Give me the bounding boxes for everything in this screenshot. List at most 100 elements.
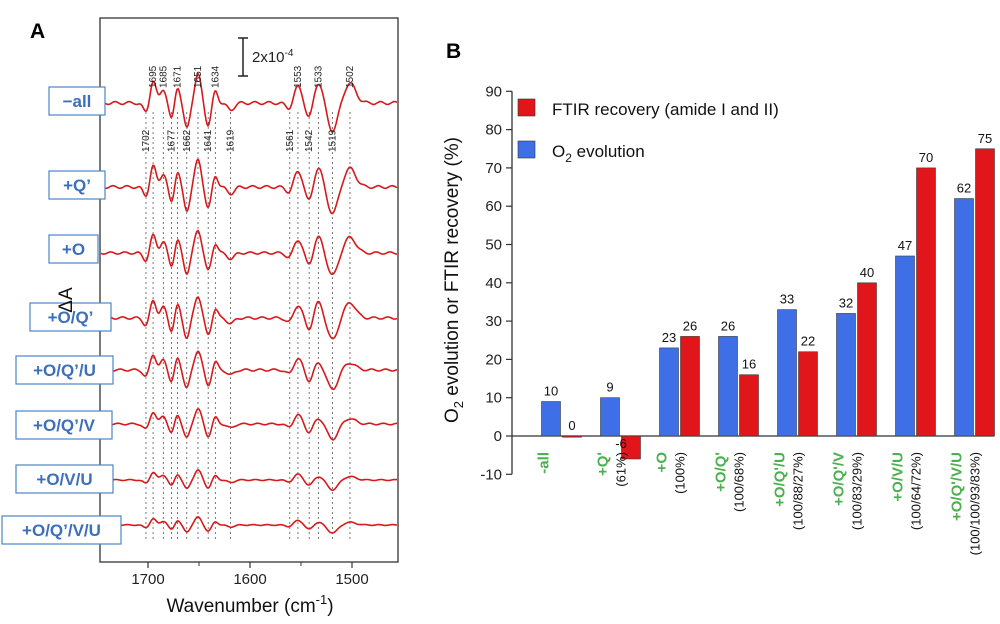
- bar-value-label: 70: [919, 150, 933, 165]
- bar-value-label: 26: [721, 318, 735, 333]
- bar-value-label: 22: [801, 334, 815, 349]
- condition-label-box: +O: [48, 234, 99, 264]
- panel-a-x-label: Wavenumber (cm-1): [166, 592, 333, 617]
- peak-label: 1695: [148, 65, 159, 88]
- spectrum-trace-7: [101, 469, 398, 491]
- spectrum-trace-8: [100, 515, 398, 534]
- panel-a-frame: [99, 17, 399, 563]
- category-label: +O/Q': [713, 452, 730, 492]
- spectrum-trace-2: [100, 157, 398, 215]
- peak-label: 1685: [158, 65, 169, 88]
- legend-swatch-ftir: [517, 98, 536, 117]
- panel-a-ftir-spectra: 1695 1685 1671 1651 1634 1553 1533 1502 1702 1677…: [1, 17, 399, 617]
- bar-ftir-recovery: [621, 435, 641, 460]
- legend-swatch-o2: [517, 140, 536, 159]
- peak-label: 1553: [293, 65, 304, 88]
- category-label: +Q': [595, 452, 612, 476]
- y-tick-label: 30: [485, 313, 502, 330]
- bar-o2-evolution: [718, 336, 738, 437]
- condition-label-box: +O/Q’/V/U: [1, 515, 122, 545]
- bar-value-label: 16: [742, 357, 756, 372]
- spectrum-trace-1: [100, 72, 398, 133]
- spectrum-trace-6: [100, 407, 398, 441]
- bar-ftir-recovery: [739, 374, 759, 437]
- peak-label: 1619: [226, 129, 237, 152]
- bar-value-label: 10: [544, 384, 558, 399]
- category-note: (100/64/72%): [909, 452, 924, 530]
- panel-b-letter: B: [446, 40, 461, 63]
- panel-a-y-label: ΔA: [56, 287, 77, 313]
- bar-value-label: 33: [780, 292, 794, 307]
- bar-ftir-recovery: [857, 282, 877, 437]
- bar-o2-evolution: [954, 198, 974, 437]
- condition-label: +O/V/U: [36, 470, 92, 489]
- bar-o2-evolution: [777, 309, 797, 437]
- bar-ftir-recovery: [798, 351, 818, 437]
- category-note: (100/68%): [732, 452, 747, 512]
- condition-label-box: +O/Q’/U: [15, 355, 114, 385]
- y-tick-label: 70: [485, 160, 502, 177]
- bar-value-label: 40: [860, 265, 874, 280]
- category-label: +O/Q'/V/U: [949, 452, 966, 521]
- x-tick-label: 1500: [335, 571, 368, 588]
- condition-label: −all: [63, 92, 92, 111]
- y-tick-label: 20: [485, 351, 502, 368]
- bar-o2-evolution: [659, 347, 679, 437]
- category-note: (100%): [673, 452, 688, 494]
- spectrum-trace-3: [100, 229, 398, 276]
- bar-value-label: 0: [568, 418, 575, 433]
- bar-value-label: 23: [662, 330, 676, 345]
- peak-label: 1677: [166, 129, 177, 152]
- bar-value-label: -6: [615, 436, 627, 451]
- category-note: (61%): [614, 452, 629, 487]
- bar-value-label: 75: [978, 131, 992, 146]
- bar-ftir-recovery: [680, 336, 700, 437]
- bar-value-label: 62: [957, 181, 971, 196]
- peak-label: 1561: [285, 129, 296, 152]
- condition-label: +O: [62, 240, 85, 259]
- y-tick-label: 80: [485, 122, 502, 139]
- bar-value-label: 26: [683, 318, 697, 333]
- category-note: (100/100/93/83%): [968, 452, 983, 555]
- condition-label-box: +Q’: [48, 170, 106, 200]
- condition-label-box: +O/Q’/V: [15, 410, 113, 440]
- x-tick-label: 1600: [233, 571, 266, 588]
- bar-o2-evolution: [600, 397, 620, 437]
- peak-label: 1533: [313, 65, 324, 88]
- category-label: +O: [654, 452, 671, 473]
- bar-o2-evolution: [895, 255, 915, 437]
- bar-ftir-recovery: [975, 148, 995, 437]
- y-tick-label: 10: [485, 390, 502, 407]
- bar-o2-evolution: [836, 313, 856, 437]
- scale-bar: 2x10-4: [238, 37, 294, 77]
- peak-label: 1519: [328, 129, 339, 152]
- category-label: -all: [536, 452, 553, 474]
- bar-value-label: 32: [839, 295, 853, 310]
- peak-label: 1634: [210, 65, 221, 88]
- category-label: +O/Q'/V: [831, 452, 848, 506]
- legend-label-ftir: FTIR recovery (amide I and II): [552, 100, 779, 119]
- category-note: (100/88/27%): [791, 452, 806, 530]
- scale-bar-label: 2x10-4: [252, 48, 294, 66]
- legend-label-o2: O2 evolution: [552, 142, 645, 165]
- legend: FTIR recovery (amide I and II) O2 evolut…: [517, 98, 779, 165]
- spectrum-trace-4: [101, 296, 398, 340]
- peak-label: 1651: [193, 65, 204, 88]
- peak-label: 1542: [304, 129, 315, 152]
- panel-b-y-label: O2 evolution or FTIR recovery (%): [442, 137, 466, 423]
- peak-label: 1662: [182, 129, 193, 152]
- condition-label-box: −all: [48, 86, 106, 116]
- y-tick-label: 60: [485, 198, 502, 215]
- condition-label-box: +O/Q’: [29, 302, 112, 332]
- category-label: +O/Q'/U: [772, 452, 789, 507]
- condition-label: +O/Q’/U: [33, 361, 96, 380]
- category-note: (100/83/29%): [850, 452, 865, 530]
- bar-value-label: 47: [898, 238, 912, 253]
- condition-label: +Q’: [63, 176, 91, 195]
- peak-label: 1671: [173, 65, 184, 88]
- peak-label: 1502: [345, 65, 356, 88]
- y-tick-label: 0: [494, 428, 502, 445]
- condition-label-box: +O/V/U: [15, 464, 114, 494]
